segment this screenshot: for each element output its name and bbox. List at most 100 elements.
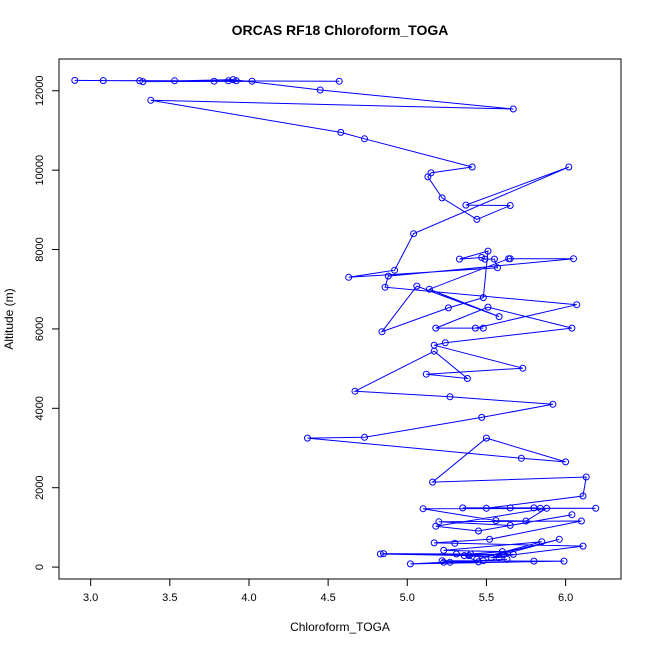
- data-point: [509, 105, 517, 113]
- data-point: [565, 163, 573, 171]
- x-tick-label: 3.0: [83, 592, 98, 604]
- data-point: [136, 77, 144, 85]
- data-point: [500, 550, 508, 558]
- data-point: [506, 202, 514, 209]
- data-point: [568, 324, 576, 332]
- data-point: [543, 504, 551, 512]
- x-tick-label: 5.0: [400, 592, 415, 604]
- data-point: [410, 230, 418, 238]
- data-point: [503, 555, 511, 563]
- x-tick-label: 3.5: [162, 592, 177, 604]
- data-point: [555, 535, 563, 543]
- data-point: [462, 201, 470, 209]
- series-layer: [71, 76, 600, 568]
- data-point: [378, 328, 386, 336]
- data-point: [425, 285, 433, 293]
- data-point: [224, 77, 232, 85]
- data-point: [248, 77, 256, 85]
- data-point: [345, 273, 353, 281]
- data-point: [468, 163, 476, 171]
- data-point: [506, 504, 514, 512]
- data-point: [71, 76, 79, 84]
- data-point: [522, 517, 530, 525]
- data-point: [568, 511, 576, 519]
- data-point: [519, 364, 527, 372]
- x-tick-label: 4.5: [320, 592, 335, 604]
- data-point: [380, 550, 387, 558]
- data-point: [530, 557, 538, 565]
- x-axis-label: Chloroform_TOGA: [290, 620, 390, 634]
- data-point: [304, 434, 311, 442]
- data-point: [570, 255, 577, 263]
- data-point: [430, 539, 438, 547]
- data-point: [487, 554, 495, 562]
- y-tick-label: 10000: [34, 155, 46, 186]
- data-point: [432, 324, 440, 332]
- y-tick-label: 0: [34, 564, 46, 570]
- data-point: [490, 255, 498, 263]
- data-point: [229, 76, 237, 84]
- data-point: [171, 77, 179, 85]
- data-point: [424, 173, 432, 181]
- data-point: [478, 413, 486, 421]
- data-point: [495, 313, 503, 321]
- data-point: [471, 324, 479, 332]
- data-point: [232, 77, 240, 85]
- data-point: [465, 552, 473, 560]
- data-point: [441, 339, 449, 347]
- data-point: [361, 433, 368, 441]
- chart-title: ORCAS RF18 Chloroform_TOGA: [232, 22, 449, 38]
- x-axis: 3.0 3.5 4.0 4.5 5.0 5.5 6.0: [83, 578, 573, 604]
- data-point: [486, 535, 494, 543]
- data-point: [473, 215, 481, 223]
- data-point: [478, 254, 486, 261]
- data-point: [429, 478, 437, 486]
- data-point: [479, 294, 487, 302]
- data-point: [452, 550, 460, 558]
- data-point: [451, 539, 459, 547]
- data-point: [538, 538, 546, 546]
- data-point: [435, 518, 443, 526]
- data-point: [579, 542, 587, 550]
- data-point: [381, 283, 389, 291]
- data-point: [463, 375, 471, 382]
- x-tick-label: 6.0: [558, 592, 573, 604]
- data-point: [482, 434, 490, 442]
- data-point: [446, 393, 454, 401]
- data-point: [456, 255, 463, 263]
- data-point: [335, 77, 343, 85]
- data-point: [509, 550, 517, 558]
- y-axis: 0 2000 4000 6000 8000 10000 12000: [34, 75, 60, 570]
- data-point: [492, 517, 500, 525]
- x-tick-label: 5.5: [479, 592, 494, 604]
- data-point: [573, 301, 581, 309]
- data-point: [579, 492, 587, 500]
- data-point: [316, 86, 324, 94]
- data-point: [422, 370, 430, 378]
- y-tick-label: 6000: [34, 317, 46, 341]
- data-point: [139, 78, 147, 86]
- y-tick-label: 8000: [34, 237, 46, 261]
- x-tick-label: 4.0: [241, 592, 256, 604]
- data-point: [413, 282, 421, 290]
- data-point: [506, 521, 514, 529]
- data-point: [440, 558, 448, 566]
- data-point: [549, 400, 557, 408]
- series-line: [74, 79, 596, 565]
- data-point: [361, 135, 368, 143]
- data-point: [582, 473, 590, 481]
- data-point: [444, 304, 452, 312]
- data-point: [337, 128, 345, 136]
- data-point: [419, 505, 427, 513]
- data-point: [376, 550, 384, 558]
- data-point: [592, 504, 600, 512]
- data-point: [438, 194, 446, 202]
- data-point: [495, 554, 503, 562]
- data-point: [430, 347, 438, 355]
- data-point: [210, 77, 218, 85]
- data-point: [482, 504, 490, 512]
- data-point: [562, 458, 570, 466]
- data-point: [351, 387, 359, 395]
- y-axis-label: Altitude (m): [2, 288, 16, 349]
